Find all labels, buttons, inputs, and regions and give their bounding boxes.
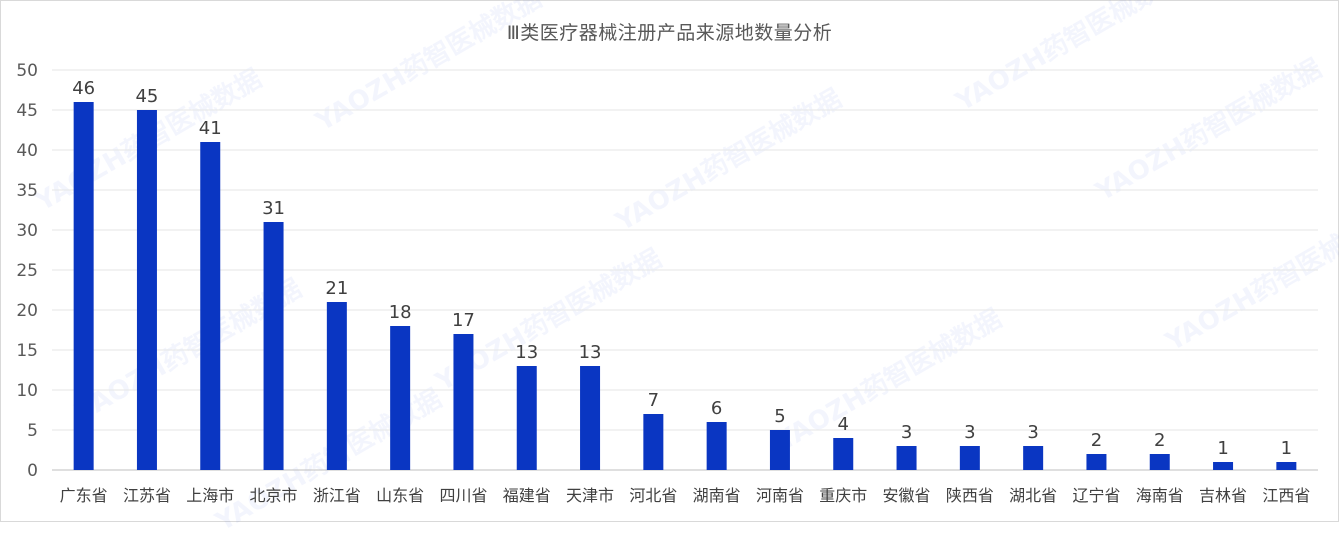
data-label: 1 xyxy=(1217,438,1228,459)
y-tick-label: 50 xyxy=(16,61,38,81)
x-tick-label: 北京市 xyxy=(250,486,298,505)
x-tick-label: 河南省 xyxy=(756,486,804,505)
data-label: 1 xyxy=(1281,438,1292,459)
x-tick-label: 江西省 xyxy=(1262,486,1310,505)
bar xyxy=(643,414,664,470)
bar xyxy=(1023,446,1044,470)
x-tick-label: 海南省 xyxy=(1136,486,1184,505)
data-label: 2 xyxy=(1154,430,1165,451)
bar xyxy=(959,446,980,470)
bar xyxy=(326,302,347,470)
y-tick-label: 5 xyxy=(27,421,38,441)
bar xyxy=(896,446,917,470)
bar-chart: 0510152025303540455046广东省45江苏省41上海市31北京市… xyxy=(16,61,1318,505)
bar xyxy=(1213,462,1234,470)
data-label: 31 xyxy=(262,198,285,219)
chart-frame xyxy=(0,0,1339,522)
x-tick-label: 湖南省 xyxy=(693,486,741,505)
bar xyxy=(1086,454,1107,470)
data-label: 5 xyxy=(774,406,785,427)
y-tick-label: 10 xyxy=(16,381,38,401)
y-tick-label: 45 xyxy=(16,101,38,121)
data-label: 2 xyxy=(1091,430,1102,451)
data-label: 41 xyxy=(199,118,222,139)
x-tick-label: 山东省 xyxy=(376,486,424,505)
chart-title: Ⅲ类医疗器械注册产品来源地数量分析 xyxy=(506,22,833,44)
data-label: 3 xyxy=(901,422,912,443)
bar xyxy=(769,430,790,470)
bar xyxy=(453,334,474,470)
data-label: 21 xyxy=(325,278,348,299)
x-tick-label: 安徽省 xyxy=(883,486,931,505)
data-label: 13 xyxy=(515,342,538,363)
y-tick-label: 15 xyxy=(16,341,38,361)
bar xyxy=(136,110,157,470)
x-tick-label: 湖北省 xyxy=(1009,486,1057,505)
x-tick-label: 四川省 xyxy=(439,486,487,505)
x-tick-label: 河北省 xyxy=(629,486,677,505)
data-label: 45 xyxy=(135,86,158,107)
x-tick-label: 上海市 xyxy=(186,486,234,505)
bar xyxy=(73,102,94,470)
y-tick-label: 30 xyxy=(16,221,38,241)
x-tick-label: 重庆市 xyxy=(819,486,867,505)
data-label: 13 xyxy=(579,342,602,363)
bar xyxy=(1149,454,1170,470)
bar xyxy=(580,366,601,470)
y-tick-label: 20 xyxy=(16,301,38,321)
x-tick-label: 陕西省 xyxy=(946,486,994,505)
y-tick-label: 25 xyxy=(16,261,38,281)
x-tick-label: 福建省 xyxy=(503,486,551,505)
bar xyxy=(516,366,537,470)
x-tick-label: 江苏省 xyxy=(123,486,171,505)
x-tick-label: 天津市 xyxy=(566,486,614,505)
bar xyxy=(263,222,284,470)
x-tick-label: 辽宁省 xyxy=(1072,486,1120,505)
data-label: 3 xyxy=(1027,422,1038,443)
x-tick-label: 广东省 xyxy=(60,486,108,505)
y-tick-label: 40 xyxy=(16,141,38,161)
data-label: 17 xyxy=(452,310,475,331)
data-label: 46 xyxy=(72,78,95,99)
data-label: 6 xyxy=(711,398,722,419)
x-tick-label: 吉林省 xyxy=(1199,486,1247,505)
data-label: 3 xyxy=(964,422,975,443)
bar xyxy=(390,326,411,470)
x-tick-label: 浙江省 xyxy=(313,486,361,505)
bar xyxy=(833,438,854,470)
bar xyxy=(200,142,221,470)
bar xyxy=(1276,462,1297,470)
y-tick-label: 35 xyxy=(16,181,38,201)
y-tick-label: 0 xyxy=(27,461,38,481)
data-label: 7 xyxy=(648,390,659,411)
data-label: 18 xyxy=(389,302,412,323)
bar xyxy=(706,422,727,470)
data-label: 4 xyxy=(838,414,849,435)
